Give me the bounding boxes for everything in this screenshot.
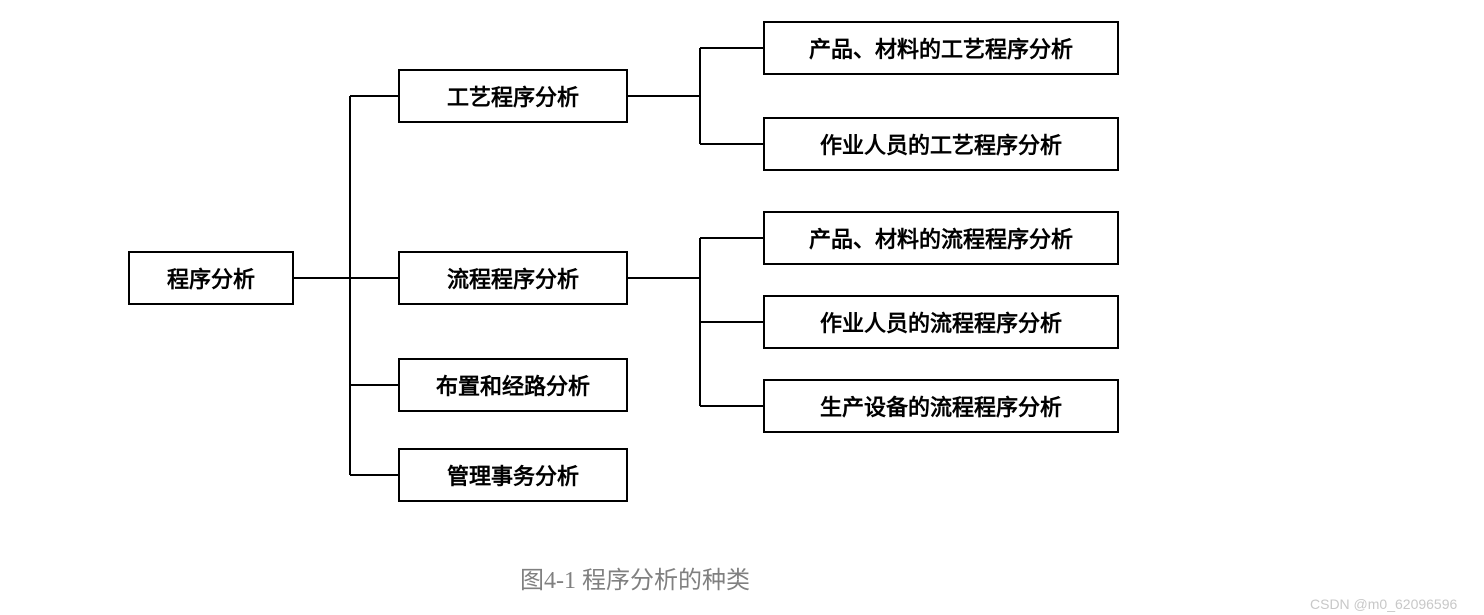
tree-node-layout: 布置和经路分析 [398, 358, 628, 412]
figure-caption: 图4-1 程序分析的种类 [520, 560, 750, 595]
tree-node-tech1: 产品、材料的工艺程序分析 [763, 21, 1119, 75]
tree-node-flow1: 产品、材料的流程程序分析 [763, 211, 1119, 265]
connector-lines [0, 0, 1484, 615]
watermark-text: CSDN @m0_62096596 [1310, 596, 1457, 612]
tree-node-flow2: 作业人员的流程程序分析 [763, 295, 1119, 349]
tree-node-root: 程序分析 [128, 251, 294, 305]
tree-node-mgmt: 管理事务分析 [398, 448, 628, 502]
tree-node-tech: 工艺程序分析 [398, 69, 628, 123]
tree-node-tech2: 作业人员的工艺程序分析 [763, 117, 1119, 171]
tree-node-flow3: 生产设备的流程程序分析 [763, 379, 1119, 433]
tree-node-flow: 流程程序分析 [398, 251, 628, 305]
